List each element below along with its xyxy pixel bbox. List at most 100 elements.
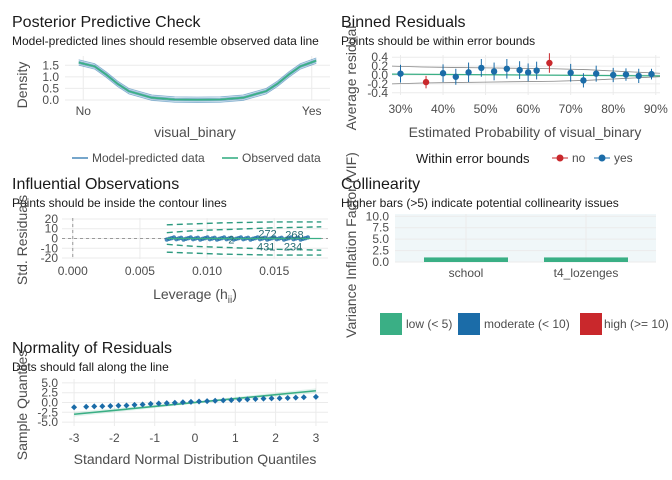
binned-point [452,73,460,80]
ppc-panel-bg [65,56,330,100]
ppc-x-axis-title: visual_binary [154,124,236,140]
collinearity-y-tick-label: 10.0 [366,209,390,223]
ppc-y-tick-label: 1.0 [42,70,59,84]
binned-lower-bound [391,76,661,85]
normality-y-axis-title: Sample Quantiles [14,350,30,461]
normality-point [99,403,106,410]
normality-y-tick-label: -2.5 [37,405,58,419]
binned-legend-label-no: no [572,151,586,165]
collinearity-legend-label-high: high (>= 10) [604,317,669,331]
normality-point [91,403,98,410]
influence-x-axis-main: Leverage (h [153,286,228,302]
collinearity-title: Collinearity [341,176,420,193]
binned-legend: Within error bounds no yes [416,151,633,166]
binned-point [465,69,472,76]
influence-y-tick-label: 0 [51,232,58,246]
influence-y-tick-label: 20 [45,212,59,226]
ppc-predicted-line [78,62,317,103]
influence-y-tick-label: -10 [41,241,59,255]
normality-point [312,393,319,400]
collinearity-legend: low (< 5) moderate (< 10) high (>= 10) [380,313,669,335]
binned-panel: Binned Residuals Points should be within… [341,14,668,166]
ppc-panel: Posterior Predictive Check Model-predict… [12,14,330,165]
normality-y-tick-label: -5.0 [37,415,58,429]
binned-point [635,72,642,80]
ppc-y-tick-label: 0.5 [42,81,59,95]
ppc-plot-area: 0.00.51.01.5 No Yes [42,56,330,118]
ppc-y-axis-title: Density [14,62,30,109]
normality-point [300,394,307,401]
collinearity-y-tick-label: 5.0 [372,232,389,246]
binned-point [503,65,511,72]
normality-point [252,395,259,402]
influence-contour-line [166,243,322,251]
collinearity-legend-key-moderate [458,313,480,335]
collinearity-low-zone [395,214,656,262]
binned-point [422,78,430,86]
binned-x-tick-label: 60% [516,102,540,116]
ppc-predicted-line [78,58,317,99]
binned-point [567,69,574,76]
normality-point [163,400,170,407]
influence-contour-line [166,251,322,256]
collinearity-bar [424,257,508,262]
normality-point [244,396,251,403]
normality-point [220,397,227,404]
normality-point [268,395,275,402]
binned-point [610,71,617,79]
normality-point [115,402,122,409]
ppc-predicted-line [78,61,317,102]
normality-x-tick-label: 2 [272,431,279,445]
collinearity-legend-key-low [380,313,402,335]
influence-x-axis-end: ) [232,286,237,302]
binned-x-tick-label: 40% [431,102,455,116]
binned-point [439,70,447,77]
binned-y-tick-label: -0.4 [367,86,388,100]
ppc-y-tick-label: 1.5 [42,58,59,72]
binned-x-tick-label: 70% [559,102,583,116]
collinearity-plot-area: 0.02.55.07.510.0 school t4_lozenges [366,209,656,280]
ppc-y-tick-label: 0.0 [42,93,59,107]
normality-x-tick-label: -2 [109,431,120,445]
collinearity-subtitle: Higher bars (>5) indicate potential coll… [341,196,619,210]
normality-point [276,395,283,402]
binned-point [490,68,498,75]
binned-point [478,64,485,72]
influence-point-label: 234 [284,241,302,253]
collinearity-legend-label-low: low (< 5) [406,317,452,331]
normality-point [260,395,267,402]
binned-x-tick-label: 50% [474,102,498,116]
ppc-predicted-line [78,63,317,103]
collinearity-legend-key-high [580,313,602,335]
binned-y-tick-label: 0.2 [371,59,388,73]
normality-point [171,399,178,406]
influence-title: Influential Observations [12,176,179,193]
binned-legend-dot-no [556,154,564,162]
binned-point [533,67,540,74]
influence-point-label: 431 [257,241,275,253]
normality-x-tick-label: 3 [313,431,320,445]
binned-x-axis-title: Estimated Probability of visual_binary [409,124,642,140]
collinearity-x-tick-label: t4_lozenges [554,266,619,280]
ppc-title: Posterior Predictive Check [12,14,202,31]
normality-x-tick-label: -3 [69,431,80,445]
normality-x-tick-label: -1 [149,431,160,445]
normality-point [131,401,138,408]
binned-point [648,70,655,78]
binned-point [397,70,404,77]
normality-point [228,397,235,404]
normality-y-tick-label: 5.0 [41,376,58,390]
binned-x-tick-label: 90% [644,102,668,116]
normality-point [196,398,203,405]
normality-point [179,399,186,406]
influence-point-label: 2 [228,234,234,246]
collinearity-legend-label-moderate: moderate (< 10) [484,317,570,331]
normality-x-tick-label: 0 [192,431,199,445]
ppc-x-tick-label: No [76,104,92,118]
influence-x-axis-title: Leverage (hii) [153,286,237,306]
normality-point [71,404,78,411]
collinearity-y-tick-label: 0.0 [372,255,389,269]
normality-point [107,403,114,410]
